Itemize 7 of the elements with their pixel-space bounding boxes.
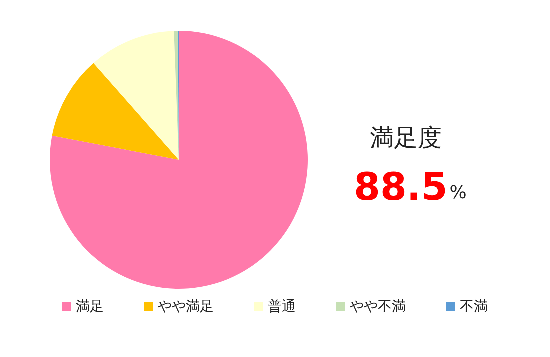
legend-label: 満足 xyxy=(76,299,104,315)
legend-label: 不満 xyxy=(460,299,488,315)
legend-label: やや満足 xyxy=(158,299,214,315)
text: 満足度 xyxy=(370,124,442,152)
legend-label: やや不満 xyxy=(350,299,406,315)
text: 88.5% xyxy=(354,165,467,209)
legend-label: 普通 xyxy=(268,298,296,315)
